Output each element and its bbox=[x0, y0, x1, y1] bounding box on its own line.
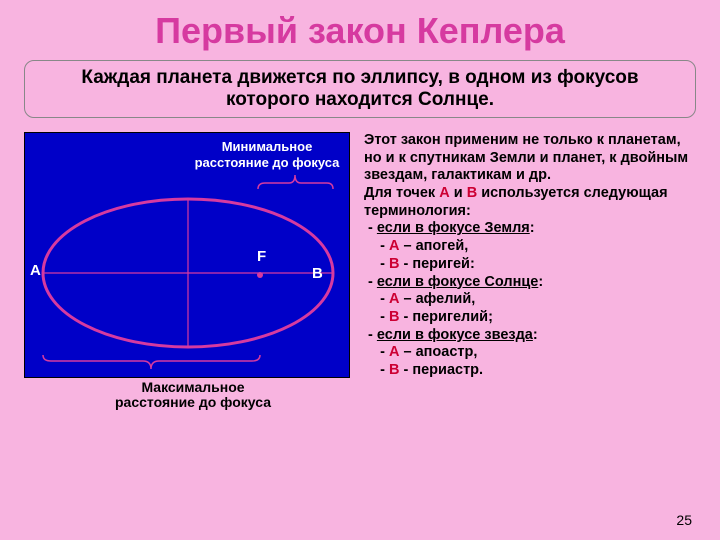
focus-point bbox=[257, 272, 263, 278]
point-a-label: А bbox=[30, 262, 41, 279]
page-number: 25 bbox=[676, 512, 692, 528]
min-label-1: Минимальное bbox=[222, 139, 313, 154]
subtitle-box: Каждая планета движется по эллипсу, в од… bbox=[24, 60, 696, 118]
kepler-diagram: F А В Минимальное расстояние до фокуса bbox=[24, 132, 350, 378]
intro-text: Этот закон применим не только к планетам… bbox=[364, 132, 688, 183]
point-b-label: В bbox=[312, 265, 323, 282]
left-column: F А В Минимальное расстояние до фокуса М… bbox=[24, 132, 350, 411]
main-row: F А В Минимальное расстояние до фокуса М… bbox=[0, 132, 720, 411]
brace-min bbox=[258, 175, 333, 189]
min-label-2: расстояние до фокуса bbox=[195, 155, 341, 170]
brace-max bbox=[43, 355, 260, 369]
max-distance-label: Максимальное расстояние до фокуса bbox=[24, 380, 350, 411]
focus-label: F bbox=[257, 248, 266, 265]
slide-title: Первый закон Кеплера bbox=[0, 0, 720, 60]
body-text: Этот закон применим не только к планетам… bbox=[364, 132, 702, 411]
